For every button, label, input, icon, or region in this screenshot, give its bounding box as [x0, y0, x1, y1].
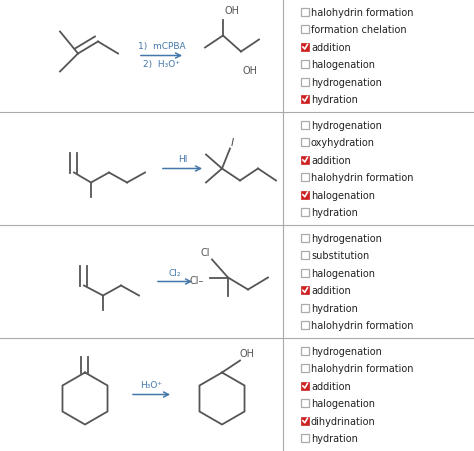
FancyBboxPatch shape — [301, 235, 309, 243]
Text: substitution: substitution — [311, 251, 369, 261]
FancyBboxPatch shape — [301, 321, 309, 329]
FancyBboxPatch shape — [301, 61, 309, 69]
FancyBboxPatch shape — [301, 78, 309, 87]
FancyBboxPatch shape — [301, 347, 309, 355]
Text: addition: addition — [311, 43, 351, 53]
FancyBboxPatch shape — [301, 191, 309, 199]
Text: addition: addition — [311, 381, 351, 391]
FancyBboxPatch shape — [301, 208, 309, 216]
Text: hydrogenation: hydrogenation — [311, 121, 382, 131]
FancyBboxPatch shape — [301, 399, 309, 407]
Text: dihydrination: dihydrination — [311, 416, 376, 426]
Text: halogenation: halogenation — [311, 268, 375, 278]
FancyBboxPatch shape — [301, 9, 309, 17]
FancyBboxPatch shape — [301, 382, 309, 390]
FancyBboxPatch shape — [301, 417, 309, 425]
Text: hydration: hydration — [311, 207, 358, 217]
FancyBboxPatch shape — [301, 122, 309, 130]
Text: hydrogenation: hydrogenation — [311, 78, 382, 87]
Text: halogenation: halogenation — [311, 398, 375, 408]
Text: hydrogenation: hydrogenation — [311, 234, 382, 244]
FancyBboxPatch shape — [301, 156, 309, 165]
Text: hydration: hydration — [311, 303, 358, 313]
Text: addition: addition — [311, 285, 351, 295]
Text: halogenation: halogenation — [311, 60, 375, 70]
Text: HI: HI — [178, 155, 187, 164]
Text: halohydrin formation: halohydrin formation — [311, 364, 413, 373]
FancyBboxPatch shape — [301, 252, 309, 260]
FancyBboxPatch shape — [301, 96, 309, 104]
Text: hydration: hydration — [311, 95, 358, 105]
Text: OH: OH — [225, 6, 240, 17]
FancyBboxPatch shape — [301, 434, 309, 442]
Text: hydration: hydration — [311, 433, 358, 443]
Text: I: I — [231, 137, 234, 147]
Text: halohydrin formation: halohydrin formation — [311, 320, 413, 330]
Text: addition: addition — [311, 156, 351, 166]
Text: halohydrin formation: halohydrin formation — [311, 8, 413, 18]
FancyBboxPatch shape — [301, 139, 309, 147]
Text: formation chelation: formation chelation — [311, 25, 407, 35]
FancyBboxPatch shape — [301, 269, 309, 277]
Text: Cl: Cl — [201, 248, 210, 258]
Text: halogenation: halogenation — [311, 190, 375, 200]
Text: 1)  mCPBA: 1) mCPBA — [137, 42, 185, 51]
Text: OH: OH — [243, 66, 258, 76]
FancyBboxPatch shape — [301, 286, 309, 295]
FancyBboxPatch shape — [301, 44, 309, 52]
FancyBboxPatch shape — [301, 26, 309, 34]
Text: OH: OH — [240, 349, 255, 359]
Text: halohydrin formation: halohydrin formation — [311, 173, 413, 183]
Text: hydrogenation: hydrogenation — [311, 346, 382, 356]
Text: H₃O⁺: H₃O⁺ — [140, 381, 163, 390]
Text: 2)  H₃O⁺: 2) H₃O⁺ — [143, 60, 180, 69]
Text: Cl–: Cl– — [190, 275, 204, 285]
FancyBboxPatch shape — [301, 174, 309, 182]
FancyBboxPatch shape — [301, 364, 309, 373]
Text: Cl₂: Cl₂ — [169, 268, 181, 277]
Text: oxyhydration: oxyhydration — [311, 138, 375, 148]
FancyBboxPatch shape — [301, 304, 309, 312]
